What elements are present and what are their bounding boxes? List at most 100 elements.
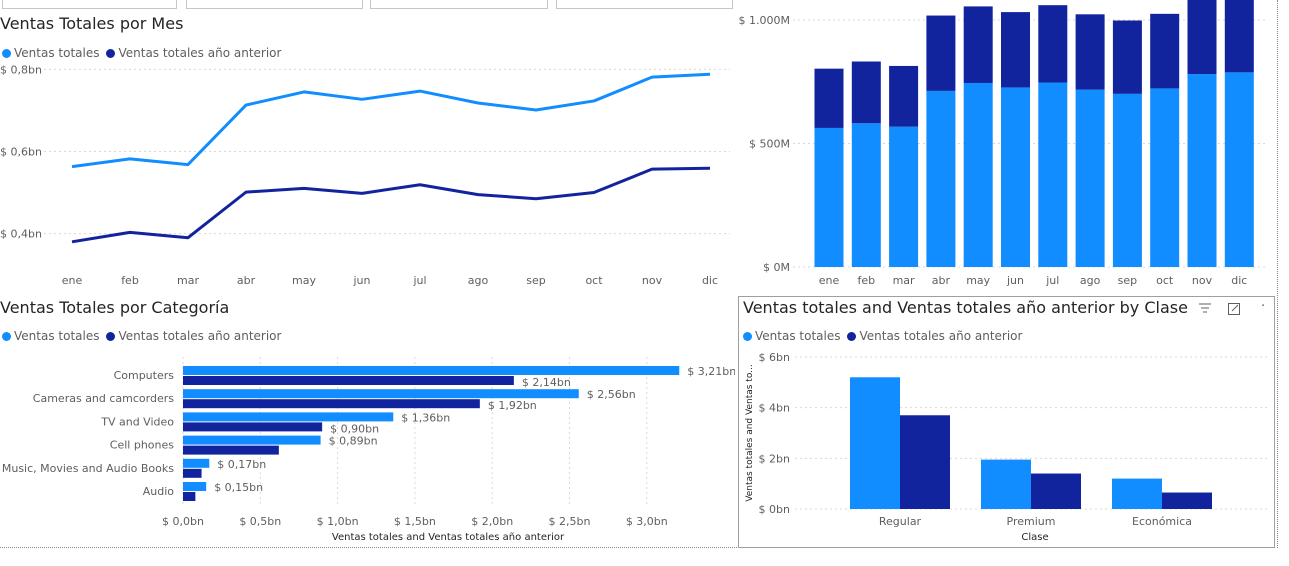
bar-previous (851, 61, 881, 124)
clase-chart-panel[interactable]: Ventas totales and Ventas totales año an… (739, 297, 1274, 547)
x-tick-label: oct (1156, 274, 1174, 287)
y-tick-label: Computers (114, 369, 175, 382)
y-tick-label: $ 1.000M (739, 14, 790, 27)
slicer-box-3[interactable] (370, 0, 548, 9)
bar-current (183, 366, 680, 375)
x-axis-title: Clase (1021, 532, 1048, 543)
legend-item-current[interactable]: Ventas totales (743, 329, 840, 343)
series-line-previous (71, 166, 711, 244)
bar-previous (926, 15, 956, 91)
bar-current (850, 377, 900, 509)
legend-dot-current (2, 331, 11, 341)
x-tick-label: may (292, 274, 316, 287)
legend-item-current[interactable]: Ventas totales (2, 46, 99, 60)
category-chart-title: Ventas Totales por Categoría (0, 298, 230, 317)
bar-previous (183, 492, 196, 501)
filter-icon[interactable] (1198, 302, 1212, 317)
clase-chart-title: Ventas totales and Ventas totales año an… (743, 298, 1188, 317)
category-bar-chart[interactable]: $ 0,0bn $ 0,5bn $ 1,0bn $ 1,5bn $ 2,0bn $ 2,5… (0, 295, 735, 547)
more-options-icon[interactable]: · (1261, 299, 1266, 314)
legend-item-previous[interactable]: Ventas totales año anterior (106, 329, 281, 343)
data-label-current: $ 1,36bn (401, 411, 450, 424)
clase-column-chart[interactable]: $ 0bn $ 2bn $ 4bn $ 6bn Regular Premium Económ… (739, 297, 1274, 547)
y-tick-label: $ 4bn (759, 402, 790, 415)
slicer-box-2[interactable] (186, 0, 363, 9)
x-tick-label: nov (1192, 274, 1213, 287)
x-tick-label: ene (819, 274, 840, 287)
x-tick-label: $ 2,0bn (471, 515, 513, 528)
x-tick-label: feb (857, 274, 875, 287)
category-chart-panel[interactable]: Ventas Totales por Categoría Ventas tota… (0, 295, 735, 547)
data-label-current: $ 0,15bn (214, 481, 263, 494)
bar-previous (183, 376, 514, 385)
bar-previous (963, 6, 993, 83)
x-tick-label: $ 0,0bn (162, 515, 204, 528)
x-tick-label: Premium (1007, 515, 1056, 528)
line-chart[interactable]: $ 0,4bn $ 0,6bn $ 0,8bn ene feb mar abr may jun j… (0, 0, 735, 295)
y-tick-label: $ 0,6bn (0, 145, 42, 158)
x-tick-label: jul (1045, 274, 1059, 287)
x-tick-label: may (966, 274, 990, 287)
x-tick-label: nov (642, 274, 663, 287)
clase-chart-frame[interactable] (738, 296, 1275, 548)
bar-current (1187, 74, 1217, 267)
page-divider-bottom (0, 547, 737, 548)
x-tick-label: mar (893, 274, 915, 287)
x-tick-label: jun (1006, 274, 1024, 287)
bar-previous (814, 68, 844, 128)
bar-current (926, 90, 956, 267)
x-tick-label: $ 2,5bn (549, 515, 591, 528)
legend-label-previous: Ventas totales año anterior (118, 46, 282, 60)
x-tick-label: $ 0,5bn (239, 515, 281, 528)
data-label-current: $ 0,17bn (217, 458, 266, 471)
page-divider-right (1277, 0, 1278, 548)
data-label-previous: $ 1,92bn (488, 399, 537, 412)
slicer-box-1[interactable] (2, 0, 177, 9)
data-label-current: $ 2,56bn (587, 388, 636, 401)
x-tick-label: abr (237, 274, 256, 287)
bar-previous (1001, 12, 1030, 88)
bar-current (183, 412, 394, 422)
bar-previous (1150, 13, 1180, 89)
bar-current (1112, 478, 1162, 509)
legend-item-current[interactable]: Ventas totales (2, 329, 99, 343)
legend-label-current: Ventas totales (755, 329, 841, 343)
slicer-box-4[interactable] (556, 0, 733, 9)
y-tick-label: Audio (143, 485, 175, 498)
x-tick-label: dic (1231, 274, 1247, 287)
line-chart-title: Ventas Totales por Mes (0, 14, 184, 33)
y-axis-title: Ventas totales and Ventas to... (745, 364, 755, 502)
y-tick-label: $ 0,4bn (0, 228, 42, 241)
data-label-current: $ 3,21bn (687, 365, 735, 378)
x-tick-label: ago (468, 274, 489, 287)
legend-label-current: Ventas totales (14, 329, 100, 343)
legend-item-previous[interactable]: Ventas totales año anterior (847, 329, 1022, 343)
bar-current (183, 389, 579, 399)
x-tick-label: Económica (1132, 515, 1192, 528)
line-chart-panel[interactable]: Ventas Totales por Mes Ventas totales Ve… (0, 0, 735, 295)
legend-dot-current (2, 48, 11, 58)
bar-previous (183, 422, 323, 432)
stacked-column-panel[interactable]: $ 0M $ 500M $ 1.000M ene feb mar abr may jun jul a… (737, 0, 1277, 295)
x-tick-label: Regular (879, 515, 922, 528)
y-tick-label: $ 2bn (759, 452, 790, 465)
y-tick-label: $ 0,8bn (0, 63, 42, 76)
bar-previous (1038, 5, 1068, 83)
x-tick-label: mar (177, 274, 199, 287)
bar-current (851, 123, 881, 267)
stacked-column-chart[interactable]: $ 0M $ 500M $ 1.000M ene feb mar abr may jun jul a… (737, 0, 1277, 295)
bar-previous (1075, 14, 1105, 90)
bar-current (889, 126, 919, 267)
y-tick-label: Cell phones (110, 439, 174, 452)
bar-current (1224, 72, 1254, 267)
bar-previous (1224, 0, 1254, 73)
bar-previous (1162, 492, 1212, 509)
x-tick-label: feb (121, 274, 139, 287)
y-tick-label: $ 0M (763, 261, 790, 274)
legend-item-previous[interactable]: Ventas totales año anterior (106, 46, 281, 60)
legend-dot-previous (106, 48, 116, 58)
legend-label-previous: Ventas totales año anterior (118, 329, 282, 343)
x-tick-label: ene (62, 274, 83, 287)
clase-chart-legend: Ventas totales Ventas totales año anteri… (743, 329, 1025, 343)
focus-mode-icon[interactable] (1227, 302, 1241, 319)
